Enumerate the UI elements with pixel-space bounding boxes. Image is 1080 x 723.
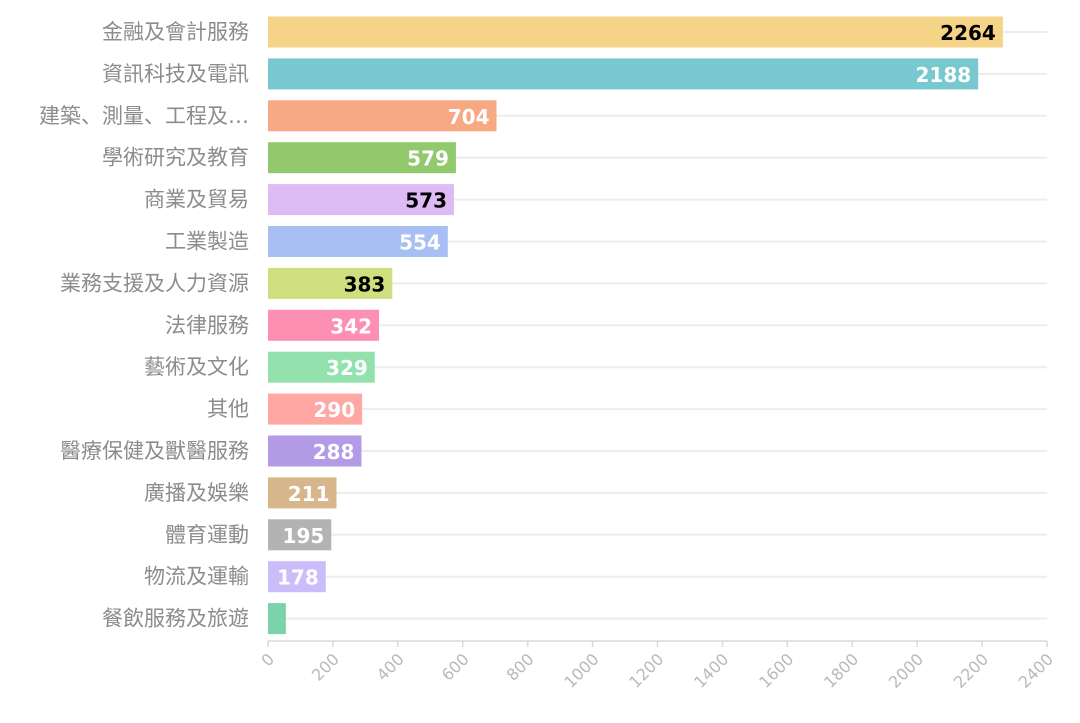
value-label: 2264 (940, 21, 996, 45)
x-tick-label: 400 (373, 650, 408, 685)
value-labels: 2264 2188 704 579 573 554 383 342 329 290 288 211 19… (277, 21, 996, 590)
x-tick-label: 600 (438, 650, 473, 685)
category-label: 藝術及文化 (144, 355, 249, 379)
value-label: 554 (399, 231, 441, 255)
x-tick-label: 2200 (950, 650, 992, 692)
category-label: 體育運動 (165, 523, 249, 547)
bar (268, 603, 286, 635)
bar (268, 58, 979, 90)
category-label: 業務支援及人力資源 (60, 271, 249, 295)
bar (268, 226, 448, 257)
value-label: 383 (344, 272, 386, 296)
value-label: 342 (330, 314, 372, 338)
x-tick-label: 1000 (560, 650, 602, 692)
bar (268, 519, 332, 551)
value-label: 579 (407, 147, 449, 171)
x-tick-label: 200 (308, 650, 343, 685)
value-label: 290 (313, 398, 355, 422)
category-label: 物流及運輸 (144, 565, 249, 589)
x-tick-label: 0 (257, 650, 278, 671)
bar (268, 393, 363, 425)
bar (268, 309, 380, 341)
value-label: 2188 (916, 63, 972, 87)
value-label: 288 (313, 440, 355, 464)
category-label: 資訊科技及電訊 (102, 62, 249, 86)
x-tick-label: 1200 (625, 650, 667, 692)
x-tick-label: 800 (503, 650, 538, 685)
x-axis: 0 200 400 600 800 1000 1200 1400 1600 1800 2000 220… (257, 640, 1057, 692)
bar (268, 16, 1003, 48)
x-tick-label: 2000 (885, 650, 927, 692)
category-label: 廣播及娛樂 (144, 481, 249, 505)
category-label: 工業製造 (165, 230, 249, 254)
x-tick-label: 1400 (690, 650, 732, 692)
bar (268, 184, 454, 216)
bar (268, 435, 362, 467)
category-label: 建築、測量、工程及… (39, 104, 249, 128)
value-label: 211 (288, 482, 330, 506)
value-label: 329 (326, 356, 368, 380)
value-label: 704 (448, 105, 490, 129)
value-label: 573 (405, 189, 447, 213)
category-label: 醫療保健及獸醫服務 (60, 439, 249, 463)
x-tick-label: 1600 (755, 650, 797, 692)
category-label: 其他 (207, 397, 249, 421)
bar (268, 142, 456, 174)
x-tick-label: 1800 (820, 650, 862, 692)
value-label: 195 (283, 524, 325, 548)
category-label: 法律服務 (165, 313, 249, 337)
category-label: 餐飲服務及旅遊 (102, 607, 249, 631)
bar (268, 100, 497, 132)
value-label: 178 (277, 566, 319, 590)
category-label: 金融及會計服務 (102, 20, 249, 44)
bars (268, 16, 1003, 635)
bar (268, 267, 393, 299)
bar (268, 561, 326, 593)
category-label: 商業及貿易 (144, 188, 249, 212)
bar (268, 351, 375, 383)
bar (268, 477, 337, 509)
category-label: 學術研究及教育 (102, 146, 249, 170)
x-tick-label: 2400 (1015, 650, 1057, 692)
